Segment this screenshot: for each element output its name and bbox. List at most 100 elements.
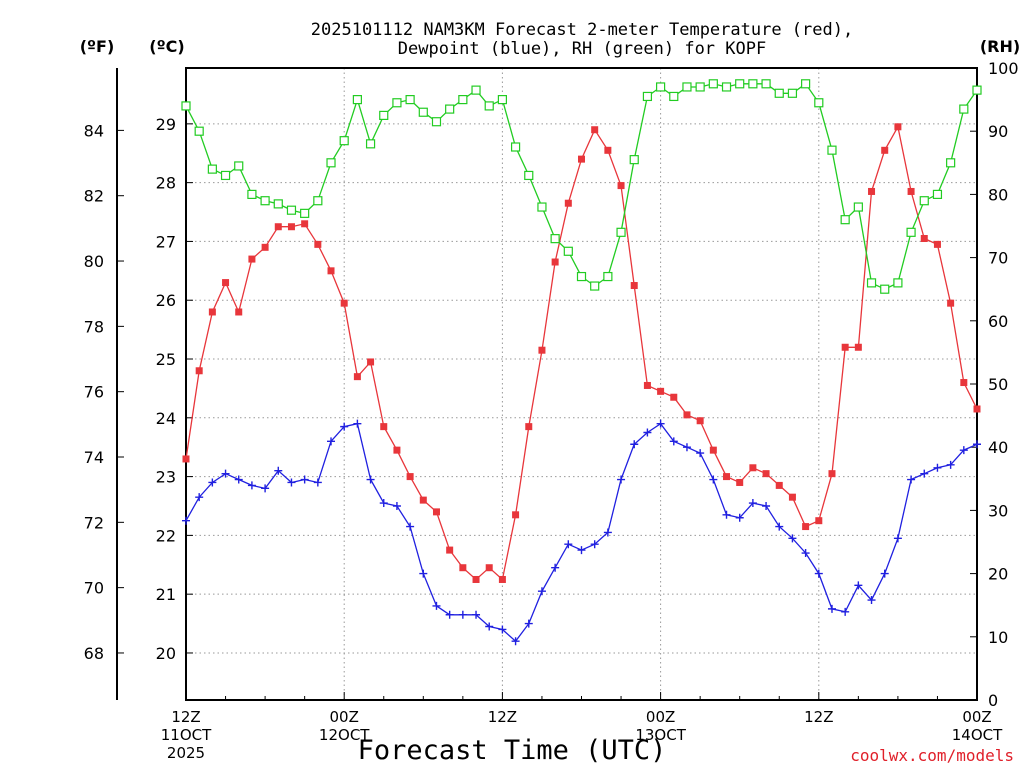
temperature-point xyxy=(617,182,625,190)
rh-point xyxy=(537,202,547,212)
temperature-point xyxy=(538,346,546,354)
chart-title-line-2: Dewpoint (blue), RH (green) for KOPF xyxy=(398,39,766,59)
fahrenheit-tick-label: 84 xyxy=(84,121,104,140)
temperature-point xyxy=(736,478,744,486)
temperature-point xyxy=(630,282,638,290)
temperature-point xyxy=(723,473,731,481)
rh-point xyxy=(313,196,323,206)
fahrenheit-tick-label: 74 xyxy=(84,448,104,467)
rh-point xyxy=(603,271,613,282)
rh-unit-label: (RH) xyxy=(980,37,1020,56)
dewpoint-point xyxy=(524,619,533,628)
dewpoint-point xyxy=(340,422,349,431)
dewpoint-point xyxy=(696,449,705,458)
rh-point xyxy=(234,161,244,171)
temperature-point xyxy=(235,308,243,316)
temperature-point xyxy=(406,473,414,481)
dewpoint-point xyxy=(247,481,256,490)
grid xyxy=(186,68,977,700)
dewpoint-point xyxy=(775,522,784,531)
dewpoint-point xyxy=(748,499,757,508)
dewpoint-point xyxy=(907,475,916,484)
celsius-unit-label: (ºC) xyxy=(149,37,184,56)
rh-point xyxy=(761,79,771,89)
temperature-point xyxy=(973,405,981,413)
celsius-tick-label: 22 xyxy=(156,526,176,545)
plot-frame xyxy=(185,67,978,701)
time-tick-label: 00Z xyxy=(646,708,675,726)
dewpoint-point xyxy=(445,610,454,619)
dewpoint-point xyxy=(814,569,823,578)
rh-point xyxy=(590,281,600,291)
temperature-point xyxy=(432,508,440,516)
rh-point xyxy=(497,94,507,105)
temperature-point xyxy=(261,243,269,251)
rh-point xyxy=(787,88,798,98)
time-tick-label: 00Z xyxy=(330,708,359,726)
dewpoint-point xyxy=(893,534,902,543)
temperature-point xyxy=(894,123,902,131)
dewpoint-point xyxy=(208,478,217,487)
dewpoint-point xyxy=(234,475,243,484)
rh-point xyxy=(616,227,626,237)
dewpoint-point xyxy=(590,540,599,549)
dewpoint-point xyxy=(603,528,612,537)
rh-tick-label: 20 xyxy=(988,565,1008,584)
rh-point xyxy=(721,82,732,92)
rh-tick-label: 30 xyxy=(988,501,1008,520)
rh-point xyxy=(669,91,679,102)
dewpoint-point xyxy=(458,610,467,619)
temperature-point xyxy=(841,343,849,351)
rh-point xyxy=(550,234,560,244)
dewpoint-point xyxy=(300,475,309,484)
rh-point xyxy=(642,91,653,102)
rh-point xyxy=(695,82,705,92)
fahrenheit-tick-label: 80 xyxy=(84,252,104,271)
dewpoint-point xyxy=(313,478,322,487)
temperature-point xyxy=(512,511,520,519)
dewpoint-point xyxy=(946,460,955,469)
dewpoint-point xyxy=(537,587,546,596)
temperature-point xyxy=(907,187,915,195)
rh-point xyxy=(405,94,415,105)
temperature-point xyxy=(947,299,955,307)
rh-point xyxy=(932,189,943,199)
rh-point xyxy=(880,284,890,294)
dewpoint-point xyxy=(801,549,810,558)
dewpoint-point xyxy=(419,569,428,578)
fahrenheit-tick-label: 78 xyxy=(84,317,104,336)
temperature-point xyxy=(709,446,717,454)
time-tick-label: 2025 xyxy=(167,744,205,762)
rh-point xyxy=(840,215,850,225)
celsius-tick-label: 26 xyxy=(156,291,176,310)
rh-point xyxy=(629,155,639,165)
rh-point xyxy=(748,79,758,89)
time-tick-label: 12Z xyxy=(488,708,517,726)
rh-tick-label: 60 xyxy=(988,312,1008,331)
rh-point xyxy=(273,199,283,209)
dewpoint-point xyxy=(880,569,889,578)
rh-point xyxy=(194,126,204,136)
dewpoint-point xyxy=(656,419,665,428)
temperature-point xyxy=(340,299,348,307)
temperature-point xyxy=(314,240,322,248)
temperature-point xyxy=(643,381,651,389)
dewpoint-point xyxy=(867,596,876,605)
temperature-point xyxy=(248,255,256,263)
temperature-point xyxy=(604,146,612,154)
temperature-point xyxy=(419,496,427,504)
rh-point xyxy=(735,79,745,89)
temperature-point xyxy=(367,358,375,366)
fahrenheit-unit-label: (ºF) xyxy=(80,37,115,56)
dewpoint-point xyxy=(920,469,929,478)
rh-point xyxy=(445,104,455,114)
dewpoint-point xyxy=(485,622,494,631)
celsius-tick-label: 28 xyxy=(156,174,176,193)
time-tick-label: 00Z xyxy=(962,708,991,726)
dewpoint-point xyxy=(564,540,573,549)
rh-tick-label: 90 xyxy=(988,122,1008,141)
rh-point xyxy=(392,98,402,108)
rh-point xyxy=(484,101,494,111)
